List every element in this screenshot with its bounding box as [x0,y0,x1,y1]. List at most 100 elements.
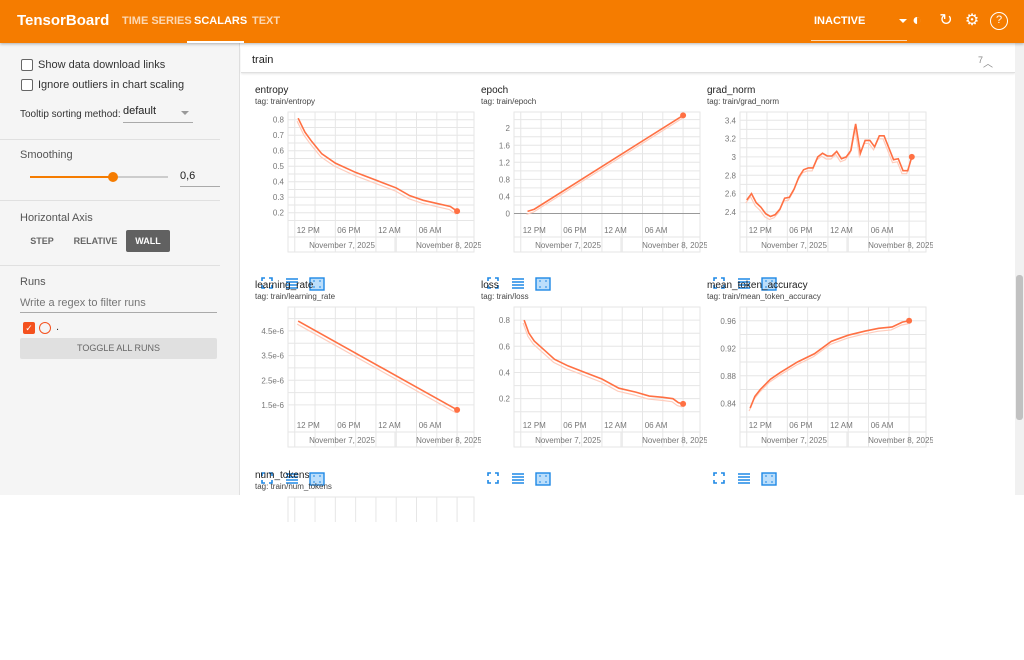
y-tick-label: 0.96 [720,317,736,326]
toggle-log-scale-icon[interactable] [511,450,525,484]
x-tick-label: 06 PM [337,421,360,430]
tooltip-sorting-label: Tooltip sorting method: [20,109,121,120]
show-download-links-checkbox[interactable] [21,59,33,71]
runs-filter-input[interactable] [20,293,217,313]
last-point-marker [680,112,687,119]
fit-domain-icon[interactable] [309,255,325,291]
divider [0,139,220,140]
divider [0,265,220,266]
toggle-all-runs-button[interactable]: TOGGLE ALL RUNS [20,338,217,359]
chart-card-mean-token-accuracy: mean_token_accuracy tag: train/mean_token… [707,280,933,486]
x-tick-label: 12 AM [378,421,401,430]
line-chart[interactable]: 0.84 0.88 0.92 0.96 12 PM 06 PM 12 AM 06 AM Nove… [707,302,933,450]
tab-text[interactable]: TEXT [252,15,281,27]
chart-title: epoch [481,85,509,96]
smoothing-input[interactable]: 0,6 [180,170,220,187]
axis-wall-button[interactable]: WALL [126,230,170,252]
fit-domain-icon[interactable] [535,450,551,486]
fullscreen-icon[interactable] [261,255,275,289]
y-tick-label: 0.84 [720,399,736,408]
theme-toggle-icon[interactable]: ◐ [912,12,922,29]
raw-series-line [522,322,683,408]
fit-domain-icon[interactable] [761,450,777,486]
x-date-label: November 7, 2025 [535,436,601,445]
fit-domain-icon[interactable] [309,450,325,486]
reload-icon[interactable]: ↻ [939,12,953,29]
run-checkbox[interactable]: ✓ [23,322,35,334]
plot-border [287,306,475,448]
scrollbar[interactable] [1015,43,1024,495]
chart-card-loss: loss tag: train/loss 0.2 0.4 0.6 0.8 12 PM 06 P… [481,280,707,486]
axis-relative-button[interactable]: RELATIVE [73,236,118,246]
line-chart[interactable]: 0.2 0.4 0.6 0.8 12 PM 06 PM 12 AM 06 AM November… [481,302,707,450]
inactive-plugins-dropdown[interactable]: INACTIVE [811,0,907,41]
chevron-up-icon[interactable]: ︿ [983,59,993,70]
settings-gear-icon[interactable]: ⚙ [964,12,980,29]
fit-domain-icon[interactable] [535,255,551,291]
toggle-log-scale-icon[interactable] [737,255,751,289]
slider-fill [30,176,113,178]
section-header-train[interactable]: train 7 ︿ [241,47,1015,73]
y-tick-label: 0.7 [273,131,285,140]
x-date-label: November 7, 2025 [535,241,601,250]
x-date-label: November 7, 2025 [761,436,827,445]
scrollbar-thumb[interactable] [1016,275,1023,420]
chart-card-grad-norm: grad_norm tag: train/grad_norm 2.4 2.6 2.8 3 3… [707,85,933,291]
y-tick-label: 0.2 [499,395,511,404]
x-tick-label: 12 AM [604,226,627,235]
y-tick-label: 3.4 [725,116,737,125]
divider [0,200,220,201]
x-date-label: November 8, 2025 [416,241,481,250]
x-date-label: November 7, 2025 [309,241,375,250]
x-tick-label: 06 AM [871,226,894,235]
plot-border [739,111,927,253]
fullscreen-icon[interactable] [487,450,501,484]
toggle-log-scale-icon[interactable] [737,450,751,484]
y-tick-label: 3.2 [725,135,737,144]
line-chart[interactable]: 0.2 0.3 0.4 0.5 0.6 0.7 0.8 12 PM 06 PM 12 AM 06 A… [255,107,481,255]
line-chart[interactable] [255,492,481,522]
horizontal-axis-label: Horizontal Axis [20,212,93,224]
series-line [297,320,458,411]
chart-title: entropy [255,85,289,96]
fullscreen-icon[interactable] [487,255,501,289]
last-point-marker [454,406,461,413]
line-chart[interactable]: 2.4 2.6 2.8 3 3.2 3.4 12 PM 06 PM 12 AM 06 AM Nove… [707,107,933,255]
line-chart[interactable]: 0 0.4 0.8 1.2 1.6 2 12 PM 06 PM 12 AM 06 AM Novemb… [481,107,707,255]
x-date-label: November 8, 2025 [868,436,933,445]
help-icon[interactable]: ? [990,12,1008,30]
chart-card-epoch: epoch tag: train/epoch 0 0.4 0.8 1.2 1.6 2 12 PM… [481,85,707,291]
chart-title: learning_rate [255,280,314,291]
x-tick-label: 12 AM [378,226,401,235]
smoothing-label: Smoothing [20,149,73,161]
axis-step-button[interactable]: STEP [30,236,54,246]
tooltip-sorting-select[interactable]: default [123,105,193,123]
x-date-label: November 8, 2025 [868,241,933,250]
chart-title: loss [481,280,499,291]
slider-thumb[interactable] [107,172,118,182]
tab-time-series[interactable]: TIME SERIES [122,15,192,27]
run-color-circle[interactable] [39,322,51,334]
series-line [523,319,684,405]
toggle-log-scale-icon[interactable] [511,255,525,289]
chart-tag: tag: train/learning_rate [255,292,336,301]
toggle-log-scale-icon[interactable] [285,450,299,484]
line-chart[interactable]: 1.5e-6 2.5e-6 3.5e-6 4.5e-6 12 PM 06 PM 12 AM 0… [255,302,481,450]
ignore-outliers-checkbox[interactable] [21,79,33,91]
x-tick-label: 12 AM [604,421,627,430]
fullscreen-icon[interactable] [261,450,275,484]
fullscreen-icon[interactable] [713,450,727,484]
last-point-marker [906,317,913,324]
chart-title: num_tokens [255,470,310,481]
fit-domain-icon[interactable] [761,255,777,291]
fullscreen-icon[interactable] [713,255,727,289]
toggle-log-scale-icon[interactable] [285,255,299,289]
tab-scalars[interactable]: SCALARS [194,15,248,27]
y-tick-label: 3 [732,153,737,162]
y-tick-label: 2.4 [725,208,737,217]
x-tick-label: 06 AM [645,421,668,430]
x-tick-label: 06 PM [563,226,586,235]
chart-tag: tag: train/epoch [481,97,537,106]
smoothing-slider[interactable] [30,172,168,182]
y-tick-label: 0.3 [273,193,285,202]
